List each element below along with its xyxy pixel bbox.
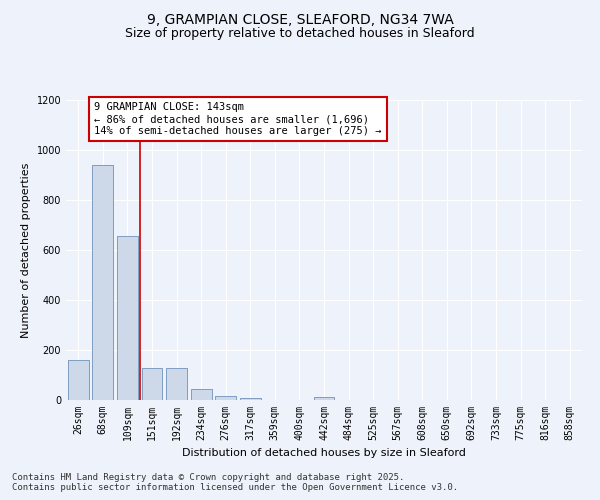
Bar (240, 398, 261, 400)
Bar (215, 396, 236, 400)
Bar (166, 368, 187, 400)
Bar (314, 397, 334, 400)
Text: Contains HM Land Registry data © Crown copyright and database right 2025.
Contai: Contains HM Land Registry data © Crown c… (12, 473, 458, 492)
Text: 9 GRAMPIAN CLOSE: 143sqm
← 86% of detached houses are smaller (1,696)
14% of sem: 9 GRAMPIAN CLOSE: 143sqm ← 86% of detach… (94, 102, 382, 136)
X-axis label: Distribution of detached houses by size in Sleaford: Distribution of detached houses by size … (182, 448, 466, 458)
Text: 9, GRAMPIAN CLOSE, SLEAFORD, NG34 7WA: 9, GRAMPIAN CLOSE, SLEAFORD, NG34 7WA (146, 12, 454, 26)
Bar (191, 389, 212, 400)
Bar (68, 360, 89, 400)
Bar (142, 368, 163, 400)
Bar (92, 165, 113, 400)
Text: Size of property relative to detached houses in Sleaford: Size of property relative to detached ho… (125, 28, 475, 40)
Bar (117, 236, 138, 400)
Y-axis label: Number of detached properties: Number of detached properties (21, 162, 31, 338)
